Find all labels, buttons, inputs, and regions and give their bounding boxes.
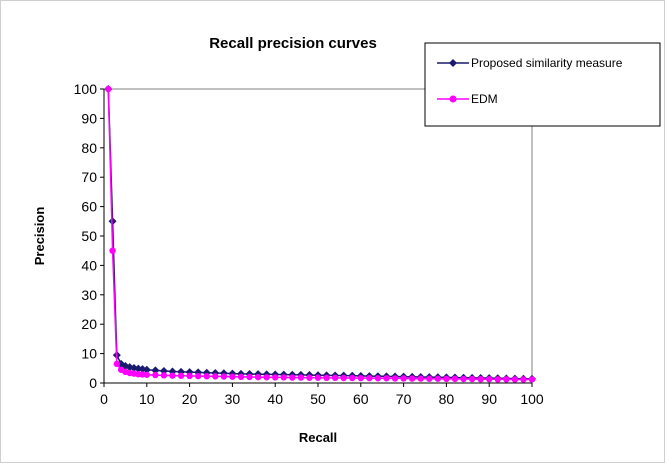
x-tick-label: 10 xyxy=(139,391,155,407)
data-point xyxy=(503,376,510,383)
legend-label-proposed: Proposed similarity measure xyxy=(471,56,623,70)
data-point xyxy=(443,375,450,383)
data-point xyxy=(186,372,193,380)
legend-box xyxy=(424,42,661,127)
data-point xyxy=(460,375,467,383)
x-tick-label: 70 xyxy=(396,391,412,407)
data-point xyxy=(391,375,399,382)
data-point xyxy=(520,376,527,383)
y-tick-label: 40 xyxy=(81,257,97,273)
x-tick-label: 90 xyxy=(481,391,497,407)
x-tick-label: 0 xyxy=(100,391,108,407)
data-point xyxy=(314,374,322,381)
data-point xyxy=(349,374,356,382)
data-point xyxy=(220,373,228,380)
chart-title: Recall precision curves xyxy=(209,35,377,52)
data-point xyxy=(151,366,160,375)
y-tick-label: 90 xyxy=(81,110,97,126)
data-point xyxy=(366,374,373,382)
data-point xyxy=(297,374,305,381)
y-tick-label: 0 xyxy=(89,375,97,391)
data-point xyxy=(383,375,390,382)
data-point xyxy=(160,372,168,379)
y-axis-ticks: 0 10 20 30 40 50 60 70 80 90 100 xyxy=(74,81,104,391)
y-axis-label: Precision xyxy=(32,207,47,266)
data-point xyxy=(468,375,476,383)
data-point xyxy=(169,372,176,379)
y-tick-label: 50 xyxy=(81,228,97,244)
data-point xyxy=(105,85,112,93)
y-tick-label: 10 xyxy=(81,346,97,362)
data-point xyxy=(426,375,433,382)
x-tick-label: 30 xyxy=(225,391,241,407)
y-tick-label: 60 xyxy=(81,199,97,215)
x-tick-label: 20 xyxy=(182,391,198,407)
data-point xyxy=(280,374,287,381)
data-point xyxy=(306,374,313,381)
data-point xyxy=(237,373,245,381)
data-point xyxy=(340,374,347,382)
data-point xyxy=(400,375,407,382)
y-tick-label: 100 xyxy=(74,81,98,97)
x-tick-label: 60 xyxy=(353,391,369,407)
data-point xyxy=(246,373,253,381)
data-point xyxy=(323,374,330,382)
legend: Proposed similarity measure EDM xyxy=(424,42,661,127)
data-point xyxy=(109,247,116,254)
series-line xyxy=(107,88,532,381)
series-proposed xyxy=(104,85,536,383)
data-point xyxy=(263,374,270,381)
x-tick-label: 50 xyxy=(310,391,326,407)
data-point xyxy=(477,375,484,383)
data-point xyxy=(272,374,279,381)
data-point xyxy=(194,372,202,380)
legend-label-edm: EDM xyxy=(471,92,498,106)
x-tick-label: 40 xyxy=(267,391,283,407)
data-point xyxy=(289,374,296,381)
y-tick-label: 20 xyxy=(81,316,97,332)
data-point xyxy=(152,371,159,379)
series-edm xyxy=(105,85,536,383)
data-point xyxy=(357,374,364,382)
data-point xyxy=(143,371,150,378)
x-axis-ticks: 0 10 20 30 40 50 60 70 80 90 100 xyxy=(100,383,544,407)
data-point xyxy=(408,375,416,382)
y-tick-label: 80 xyxy=(81,140,97,156)
data-point xyxy=(417,375,424,382)
data-point xyxy=(451,375,459,383)
x-axis-label: Recall xyxy=(299,430,337,445)
series-line xyxy=(107,88,533,380)
x-tick-label: 80 xyxy=(439,391,455,407)
data-point xyxy=(486,375,493,383)
x-tick-label: 100 xyxy=(520,391,544,407)
data-point xyxy=(229,373,236,380)
data-point xyxy=(528,376,536,383)
y-tick-label: 70 xyxy=(81,169,97,185)
data-point xyxy=(203,373,210,380)
series-layer xyxy=(104,85,536,383)
legend-marker-edm xyxy=(449,95,457,103)
data-point xyxy=(142,365,151,374)
data-point xyxy=(113,360,121,368)
data-point xyxy=(434,375,442,382)
data-point xyxy=(177,372,185,379)
data-point xyxy=(212,373,219,380)
y-tick-label: 30 xyxy=(81,287,97,303)
legend-marker-proposed xyxy=(449,59,457,67)
data-point xyxy=(511,376,519,383)
data-point xyxy=(254,373,262,381)
data-point xyxy=(374,375,382,382)
data-point xyxy=(331,374,339,382)
data-point xyxy=(494,376,501,383)
